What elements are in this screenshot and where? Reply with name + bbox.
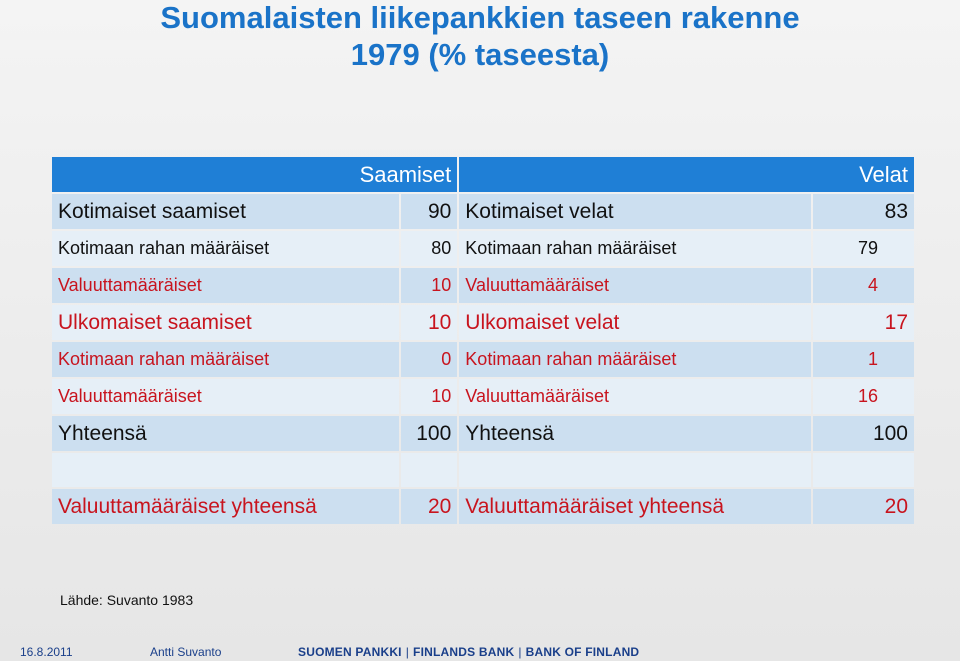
table-row-total: Yhteensä 100 Yhteensä 100 [52, 416, 914, 451]
table-row: Kotimaan rahan määräiset 80 Kotimaan rah… [52, 231, 914, 266]
bank-name-se: FINLANDS BANK [413, 645, 515, 659]
table-row: Valuuttamääräiset 10 Valuuttamääräiset 4 [52, 268, 914, 303]
liability-label: Ulkomaiset velat [459, 305, 811, 340]
liability-value: 17 [812, 305, 914, 340]
table-row-empty [52, 453, 914, 487]
asset-label: Kotimaiset saamiset [52, 194, 399, 229]
asset-value: 90 [400, 194, 458, 229]
asset-value: 20 [400, 489, 458, 524]
title-line-1: Suomalaisten liikepankkien taseen rakenn… [160, 0, 800, 35]
asset-label: Ulkomaiset saamiset [52, 305, 399, 340]
empty-cell [52, 453, 399, 487]
liability-value: 1 [812, 342, 914, 377]
footer-date: 16.8.2011 [20, 645, 73, 659]
asset-value: 80 [400, 231, 458, 266]
empty-cell [459, 453, 811, 487]
liability-value: 16 [812, 379, 914, 414]
liability-value: 79 [812, 231, 914, 266]
asset-value: 10 [400, 379, 458, 414]
asset-value: 100 [400, 416, 458, 451]
table-header-row: Saamiset Velat [52, 157, 914, 192]
liability-value: 100 [812, 416, 914, 451]
bank-name-en: BANK OF FINLAND [525, 645, 640, 659]
title-line-2: 1979 (% taseesta) [350, 37, 610, 72]
table-row-currency-total: Valuuttamääräiset yhteensä 20 Valuuttamä… [52, 489, 914, 524]
balance-sheet-table: Saamiset Velat Kotimaiset saamiset 90 Ko… [50, 155, 916, 526]
liability-label: Valuuttamääräiset [459, 379, 811, 414]
separator: | [405, 645, 410, 659]
asset-label: Yhteensä [52, 416, 399, 451]
liability-label: Kotimaiset velat [459, 194, 811, 229]
asset-label: Valuuttamääräiset yhteensä [52, 489, 399, 524]
liability-label: Kotimaan rahan määräiset [459, 342, 811, 377]
bank-name-fi: SUOMEN PANKKI [298, 645, 402, 659]
table-row: Valuuttamääräiset 10 Valuuttamääräiset 1… [52, 379, 914, 414]
table-row: Kotimaiset saamiset 90 Kotimaiset velat … [52, 194, 914, 229]
asset-value: 10 [400, 268, 458, 303]
asset-value: 0 [400, 342, 458, 377]
liability-value: 20 [812, 489, 914, 524]
asset-label: Kotimaan rahan määräiset [52, 231, 399, 266]
liability-label: Yhteensä [459, 416, 811, 451]
table-row: Kotimaan rahan määräiset 0 Kotimaan raha… [52, 342, 914, 377]
liability-value: 83 [812, 194, 914, 229]
footer-author: Antti Suvanto [150, 645, 222, 659]
source-note: Lähde: Suvanto 1983 [60, 592, 194, 608]
liability-label: Valuuttamääräiset [459, 268, 811, 303]
header-liabilities: Velat [459, 157, 914, 192]
asset-value: 10 [400, 305, 458, 340]
liability-label: Kotimaan rahan määräiset [459, 231, 811, 266]
liability-label: Valuuttamääräiset yhteensä [459, 489, 811, 524]
empty-cell [812, 453, 914, 487]
separator: | [518, 645, 522, 659]
asset-label: Valuuttamääräiset [52, 379, 399, 414]
liability-value: 4 [812, 268, 914, 303]
empty-cell [400, 453, 458, 487]
asset-label: Kotimaan rahan määräiset [52, 342, 399, 377]
asset-label: Valuuttamääräiset [52, 268, 399, 303]
table-row: Ulkomaiset saamiset 10 Ulkomaiset velat … [52, 305, 914, 340]
footer-bank-name: SUOMEN PANKKI | FINLANDS BANK | BANK OF FINL… [298, 645, 639, 659]
header-assets: Saamiset [52, 157, 458, 192]
